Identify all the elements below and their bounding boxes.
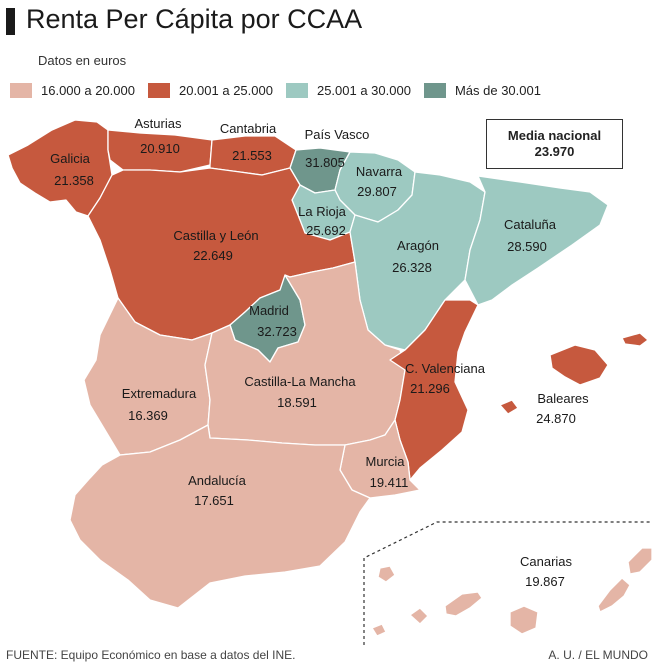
region-name-extremadura: Extremadura xyxy=(122,386,197,401)
region-value-la-rioja: 25.692 xyxy=(306,223,346,238)
legend-label: 20.001 a 25.000 xyxy=(178,82,273,98)
region-value-andalucia: 17.651 xyxy=(194,493,234,508)
region-name-asturias: Asturias xyxy=(135,116,182,131)
region-canarias-island[interactable] xyxy=(377,565,396,583)
region-name-canarias: Canarias xyxy=(520,554,573,569)
region-name-baleares: Baleares xyxy=(537,391,589,406)
legend-swatch xyxy=(10,82,32,98)
source-note: FUENTE: Equipo Económico en base a datos… xyxy=(6,648,296,662)
legend-label: Más de 30.001 xyxy=(454,82,541,98)
region-name-pais-vasco: País Vasco xyxy=(305,127,370,142)
region-canarias-island[interactable] xyxy=(444,591,483,617)
region-baleares-ibiza[interactable] xyxy=(499,399,519,415)
region-name-cantabria: Cantabria xyxy=(220,121,277,136)
region-value-galicia: 21.358 xyxy=(54,173,94,188)
region-value-baleares: 24.870 xyxy=(536,411,576,426)
region-value-castilla-leon: 22.649 xyxy=(193,248,233,263)
region-value-navarra: 29.807 xyxy=(357,184,397,199)
title-bar xyxy=(6,8,15,35)
region-canarias-island[interactable] xyxy=(509,605,539,635)
region-c-valenciana[interactable] xyxy=(389,299,479,481)
legend-swatch xyxy=(147,82,170,98)
region-baleares-menorca[interactable] xyxy=(621,332,649,347)
map-title: Renta Per Cápita por CCAA xyxy=(26,4,363,34)
region-name-galicia: Galicia xyxy=(50,151,91,166)
legend-swatch xyxy=(285,82,308,98)
media-nacional-value: 23.970 xyxy=(534,144,575,159)
credit-note: A. U. / EL MUNDO xyxy=(548,648,648,662)
region-andalucia[interactable] xyxy=(69,424,371,609)
legend-label: 25.001 a 30.000 xyxy=(316,82,411,98)
region-name-c-valenciana: C. Valenciana xyxy=(405,361,486,376)
region-name-navarra: Navarra xyxy=(356,164,403,179)
region-name-la-rioja: La Rioja xyxy=(298,204,346,219)
media-nacional-label: Media nacional xyxy=(507,128,602,143)
region-name-andalucia: Andalucía xyxy=(188,473,247,488)
canarias-inset-border xyxy=(363,521,652,645)
region-value-murcia: 19.411 xyxy=(370,475,409,490)
region-value-castilla-la-mancha: 18.591 xyxy=(277,395,317,410)
legend-item: 16.000 a 20.000 xyxy=(10,82,135,98)
region-canarias-island[interactable] xyxy=(409,607,429,625)
region-name-castilla-la-mancha: Castilla-La Mancha xyxy=(244,374,356,389)
legend-swatch xyxy=(423,82,446,98)
legend-item: Más de 30.001 xyxy=(423,82,541,98)
region-name-madrid: Madrid xyxy=(249,303,289,318)
region-name-aragon: Aragón xyxy=(397,238,439,253)
region-cataluna[interactable] xyxy=(464,175,609,306)
region-value-pais-vasco: 31.805 xyxy=(305,155,345,170)
region-labels: Galicia 21.358 Asturias 20.910 Cantabria… xyxy=(50,116,589,589)
region-value-canarias: 19.867 xyxy=(525,574,565,589)
media-nacional-box: Media nacional 23.970 xyxy=(486,119,623,169)
region-value-cataluna: 28.590 xyxy=(507,239,547,254)
legend-label: 16.000 a 20.000 xyxy=(41,82,135,98)
region-name-cataluna: Cataluña xyxy=(504,217,557,232)
region-value-extremadura: 16.369 xyxy=(128,408,168,423)
region-value-aragon: 26.328 xyxy=(392,260,432,275)
region-baleares-mallorca[interactable] xyxy=(549,344,609,386)
region-name-murcia: Murcia xyxy=(365,454,405,469)
legend-item: 25.001 a 30.000 xyxy=(285,82,411,98)
region-value-asturias: 20.910 xyxy=(140,141,180,156)
map-subtitle: Datos en euros xyxy=(38,53,127,68)
region-name-castilla-leon: Castilla y León xyxy=(173,228,258,243)
region-value-cantabria: 21.553 xyxy=(232,148,272,163)
region-galicia[interactable] xyxy=(7,119,113,217)
region-value-c-valenciana: 21.296 xyxy=(410,381,450,396)
legend-item: 20.001 a 25.000 xyxy=(147,82,273,98)
region-canarias-island[interactable] xyxy=(627,547,653,575)
region-value-madrid: 32.723 xyxy=(257,324,297,339)
region-canarias-island[interactable] xyxy=(371,623,387,637)
legend: 16.000 a 20.000 20.001 a 25.000 25.001 a… xyxy=(10,80,554,100)
region-canarias-island[interactable] xyxy=(597,577,631,613)
